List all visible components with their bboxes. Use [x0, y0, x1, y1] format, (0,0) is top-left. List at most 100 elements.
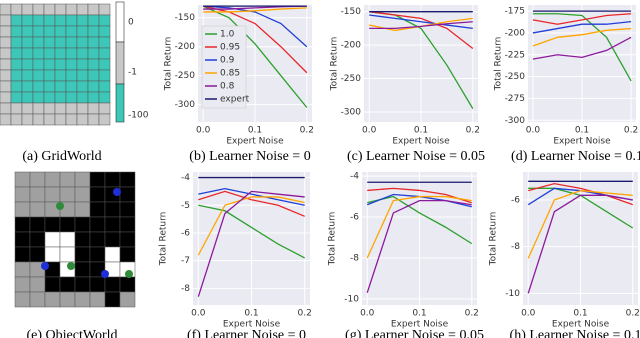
grid-cell: [65, 69, 78, 82]
grid-cell: [44, 231, 61, 248]
grid-cell: [0, 102, 12, 115]
x-tick-label: 0.0: [191, 309, 206, 319]
x-axis-label: Expert Noise: [391, 320, 449, 330]
grid-cell: [29, 201, 46, 218]
grid-cell: [76, 113, 89, 126]
grid-cell: [29, 216, 46, 233]
grid-cell: [104, 216, 121, 233]
grid-cell: [10, 3, 23, 16]
grid-cell: [32, 47, 45, 60]
grid-cell: [21, 14, 34, 27]
grid-cell: [74, 216, 91, 233]
grid-cell: [87, 14, 100, 27]
y-tick-label: -4: [181, 173, 190, 183]
colorbar: [115, 83, 125, 123]
y-tick-label: -8: [350, 253, 359, 263]
grid-cell: [10, 58, 23, 71]
y-tick-label: -250: [505, 72, 526, 82]
series-line: [198, 190, 305, 217]
grid-cell: [59, 246, 76, 263]
grid-cell: [29, 171, 46, 188]
y-tick-label: -10: [505, 289, 520, 299]
grid-cell: [44, 291, 61, 308]
caption: (h) Learner Noise = 0.1: [510, 328, 640, 338]
legend-label: 0.95: [220, 43, 240, 53]
grid-cell: [59, 291, 76, 308]
y-tick-label: -7: [181, 256, 190, 266]
grid-cell: [89, 246, 106, 263]
grid-cell: [74, 231, 91, 248]
grid-cell: [104, 276, 121, 293]
grid-cell: [54, 58, 67, 71]
y-tick-label: -200: [341, 41, 362, 51]
grid-cell: [21, 113, 34, 126]
legend-box: [201, 25, 247, 109]
y-tick-label: -6: [511, 196, 520, 206]
grid-cell: [74, 291, 91, 308]
grid-cell: [54, 3, 67, 16]
grid-cell: [43, 14, 56, 27]
x-tick-label: 0.0: [362, 126, 377, 136]
grid-cell: [76, 69, 89, 82]
grid-cell: [29, 186, 46, 203]
grid-cell: [14, 261, 31, 278]
grid-cell: [98, 25, 111, 38]
grid-cell: [32, 91, 45, 104]
grid-cell: [98, 14, 111, 27]
grid-cell: [44, 246, 61, 263]
colorbar-label: 0: [128, 18, 134, 28]
colorbar: [115, 41, 125, 85]
grid-cell: [89, 186, 106, 203]
series-line: [532, 27, 632, 47]
grid-cell: [54, 113, 67, 126]
y-tick-label: -150: [341, 7, 362, 17]
object-dot: [101, 270, 109, 278]
series-line: [366, 195, 472, 259]
x-axis-label: Expert Noise: [552, 320, 610, 330]
y-tick-label: -250: [341, 74, 362, 84]
grid-cell: [98, 58, 111, 71]
grid-cell: [32, 14, 45, 27]
grid-cell: [87, 91, 100, 104]
grid-cell: [59, 231, 76, 248]
grid-cell: [65, 58, 78, 71]
grid-cell: [87, 25, 100, 38]
grid-cell: [21, 80, 34, 93]
grid-cell: [21, 58, 34, 71]
grid-cell: [21, 69, 34, 82]
object-dot: [125, 270, 133, 278]
y-tick-label: -4: [350, 172, 359, 182]
grid-cell: [54, 102, 67, 115]
grid-cell: [119, 171, 136, 188]
grid-cell: [54, 25, 67, 38]
x-tick-label: 0.1: [575, 126, 589, 136]
grid-cell: [87, 36, 100, 49]
y-tick-label: -8: [511, 242, 520, 252]
grid-cell: [98, 102, 111, 115]
grid-cell: [65, 80, 78, 93]
grid-cell: [65, 36, 78, 49]
grid-cell: [0, 80, 12, 93]
grid-cell: [0, 69, 12, 82]
grid-cell: [29, 246, 46, 263]
grid-cell: [119, 186, 136, 203]
grid-cell: [87, 80, 100, 93]
grid-cell: [44, 171, 61, 188]
grid-cell: [14, 216, 31, 233]
grid-cell: [43, 36, 56, 49]
grid-cell: [74, 171, 91, 188]
series-line: [528, 183, 633, 206]
grid-cell: [54, 14, 67, 27]
grid-cell: [54, 69, 67, 82]
grid-cell: [0, 91, 12, 104]
grid-cell: [0, 3, 12, 16]
y-tick-label: -6: [181, 228, 190, 238]
series-line: [198, 204, 305, 259]
grid-cell: [76, 25, 89, 38]
object-dot: [41, 262, 49, 270]
grid-cell: [32, 3, 45, 16]
series-line: [369, 11, 474, 49]
grid-cell: [29, 276, 46, 293]
grid-cell: [98, 80, 111, 93]
grid-cell: [10, 91, 23, 104]
